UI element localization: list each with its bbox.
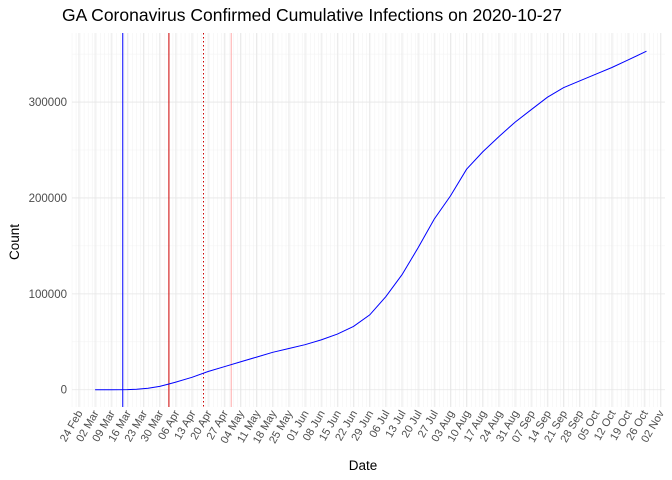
y-axis-title: Count [7, 224, 22, 260]
series-line [95, 50, 647, 391]
y-tick-label: 300000 [29, 97, 67, 109]
x-axis-title: Date [349, 458, 378, 473]
minor-grid [71, 33, 665, 407]
major-grid [72, 33, 665, 407]
vertical-markers [122, 33, 232, 407]
y-tick-label: 0 [61, 385, 67, 397]
y-tick-label: 200000 [29, 193, 67, 205]
chart-title: GA Coronavirus Confirmed Cumulative Infe… [62, 5, 562, 25]
y-tick-labels: 0 100000 200000 300000 [29, 97, 67, 397]
y-tick-label: 100000 [29, 289, 67, 301]
